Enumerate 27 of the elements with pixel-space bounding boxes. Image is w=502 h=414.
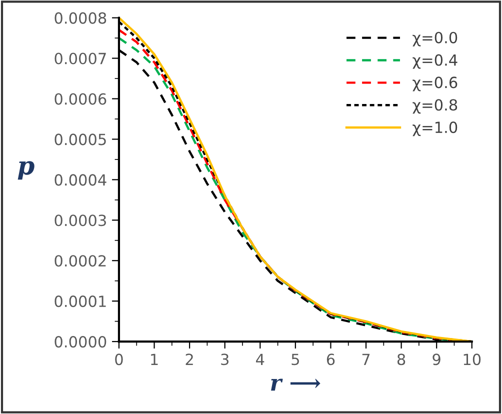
x-tick-label: 8 (397, 354, 406, 366)
x-tick-label: 3 (221, 354, 228, 366)
x-tick-label: 2 (186, 354, 193, 365)
x-tick-label: 10 (464, 354, 481, 366)
x-tick-label: 1 (151, 354, 158, 365)
x-tick-label: 4 (256, 354, 264, 365)
legend-label: χ=0.6 (412, 76, 458, 92)
y-axis-title: p (18, 161, 34, 180)
y-tick-label: 0.0003 (54, 214, 106, 226)
x-tick-label: 7 (362, 354, 370, 365)
x-tick-label: 6 (326, 354, 335, 366)
y-tick-label: 0.0001 (54, 296, 106, 308)
legend-label: χ=0.0 (412, 32, 458, 46)
x-tick-label: 0 (115, 354, 123, 366)
y-tick-label: 0.0007 (54, 52, 106, 64)
legend-label: χ=0.4 (412, 54, 458, 69)
legend-label: χ=1.0 (412, 122, 458, 136)
y-tick-label: 0.0000 (54, 336, 106, 348)
y-tick-label: 0.0008 (54, 12, 106, 24)
y-tick-label: 0.0004 (54, 174, 106, 186)
x-tick-label: 5 (292, 354, 299, 366)
x-tick-label: 9 (432, 354, 440, 366)
y-tick-label: 0.0006 (54, 93, 106, 105)
y-tick-label: 0.0005 (54, 134, 106, 146)
y-tick-label: 0.0002 (54, 255, 106, 267)
legend-label: χ=0.8 (412, 99, 458, 114)
x-axis-title: r ⟶ (271, 378, 320, 391)
